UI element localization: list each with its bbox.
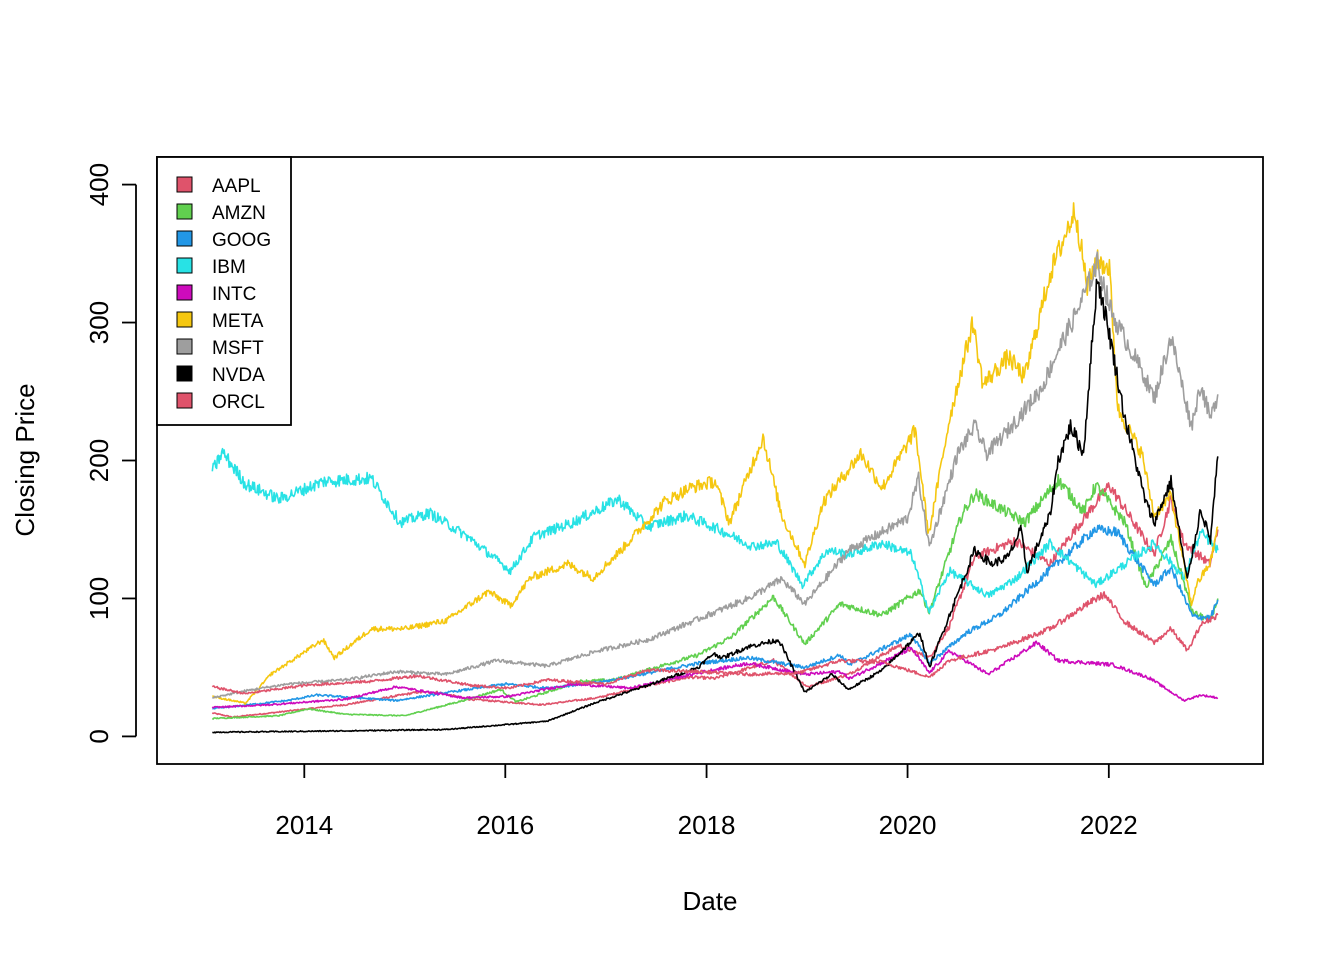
legend-swatch-ibm xyxy=(176,257,193,274)
legend-label-msft: MSFT xyxy=(212,338,264,359)
axes-layer: 2014 2016 2018 2020 2022 0 100 200 300 400 xyxy=(84,163,1138,840)
legend-swatch-goog xyxy=(176,230,193,247)
y-tick-label-400: 400 xyxy=(84,163,114,206)
y-tick-label-300: 300 xyxy=(84,301,114,344)
series-line-meta xyxy=(212,202,1219,705)
series-line-msft xyxy=(211,251,1219,699)
series-line-ibm xyxy=(211,447,1219,614)
legend-swatch-intc xyxy=(176,284,193,301)
legend-swatch-amzn xyxy=(176,203,193,220)
legend-label-amzn: AMZN xyxy=(212,203,266,224)
x-tick-label-2022: 2022 xyxy=(1080,810,1138,840)
y-tick-label-200: 200 xyxy=(84,439,114,482)
legend-label-ibm: IBM xyxy=(212,257,246,278)
series-layer xyxy=(211,202,1219,734)
legend-label-nvda: NVDA xyxy=(212,365,265,386)
y-axis-title: Closing Price xyxy=(10,383,40,536)
x-tick-label-2018: 2018 xyxy=(678,810,736,840)
legend-label-orcl: ORCL xyxy=(212,392,265,413)
y-tick-label-0: 0 xyxy=(84,729,114,743)
series-line-nvda xyxy=(212,278,1219,734)
legend-label-goog: GOOG xyxy=(212,230,271,251)
series-line-amzn xyxy=(211,473,1219,720)
legend: AAPL AMZN GOOG IBM INTC META MSFT NVDA ORCL xyxy=(156,156,292,426)
series-line-intc xyxy=(211,640,1219,709)
legend-label-intc: INTC xyxy=(212,284,256,305)
legend-swatch-aapl xyxy=(176,176,193,193)
x-tick-label-2014: 2014 xyxy=(275,810,333,840)
series-line-goog xyxy=(212,524,1219,710)
series-line-orcl xyxy=(211,591,1219,695)
plot-frame xyxy=(156,156,1264,765)
legend-swatch-meta xyxy=(176,311,193,328)
x-tick-label-2016: 2016 xyxy=(476,810,534,840)
legend-label-aapl: AAPL xyxy=(212,176,261,197)
legend-swatch-nvda xyxy=(176,365,193,382)
legend-swatch-orcl xyxy=(176,392,193,409)
x-axis-title: Date xyxy=(683,886,738,916)
legend-label-meta: META xyxy=(212,311,264,332)
x-tick-label-2020: 2020 xyxy=(879,810,937,840)
legend-swatch-msft xyxy=(176,338,193,355)
y-tick-label-100: 100 xyxy=(84,577,114,620)
